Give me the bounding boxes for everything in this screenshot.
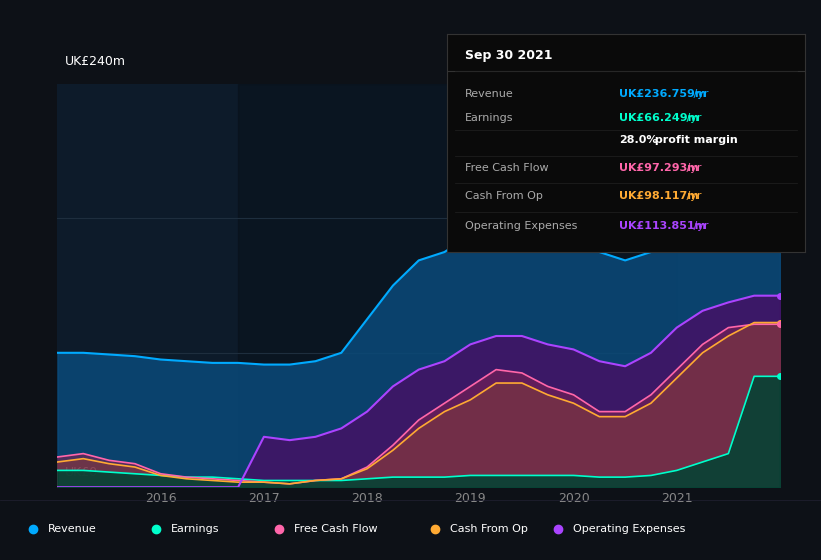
Text: /yr: /yr	[683, 163, 702, 173]
Text: profit margin: profit margin	[651, 134, 738, 144]
Text: UK£113.851m: UK£113.851m	[619, 221, 706, 231]
Text: UK£240m: UK£240m	[65, 55, 126, 68]
Text: UK£97.293m: UK£97.293m	[619, 163, 699, 173]
Text: Sep 30 2021: Sep 30 2021	[466, 49, 553, 62]
Text: Operating Expenses: Operating Expenses	[573, 524, 686, 534]
Text: Free Cash Flow: Free Cash Flow	[294, 524, 378, 534]
Text: /yr: /yr	[683, 113, 702, 123]
Text: Revenue: Revenue	[466, 88, 514, 99]
Text: Operating Expenses: Operating Expenses	[466, 221, 578, 231]
Text: Cash From Op: Cash From Op	[450, 524, 528, 534]
Text: 28.0%: 28.0%	[619, 134, 658, 144]
Text: Cash From Op: Cash From Op	[466, 192, 544, 201]
Text: UK£236.759m: UK£236.759m	[619, 88, 706, 99]
Text: /yr: /yr	[683, 192, 702, 201]
Text: UK£0: UK£0	[65, 466, 98, 479]
Text: Free Cash Flow: Free Cash Flow	[466, 163, 549, 173]
Text: Earnings: Earnings	[466, 113, 514, 123]
Text: Revenue: Revenue	[48, 524, 96, 534]
Text: UK£66.249m: UK£66.249m	[619, 113, 699, 123]
Text: UK£98.117m: UK£98.117m	[619, 192, 699, 201]
Text: /yr: /yr	[690, 221, 708, 231]
Text: Earnings: Earnings	[171, 524, 219, 534]
Text: /yr: /yr	[690, 88, 708, 99]
Bar	[238, 84, 677, 487]
